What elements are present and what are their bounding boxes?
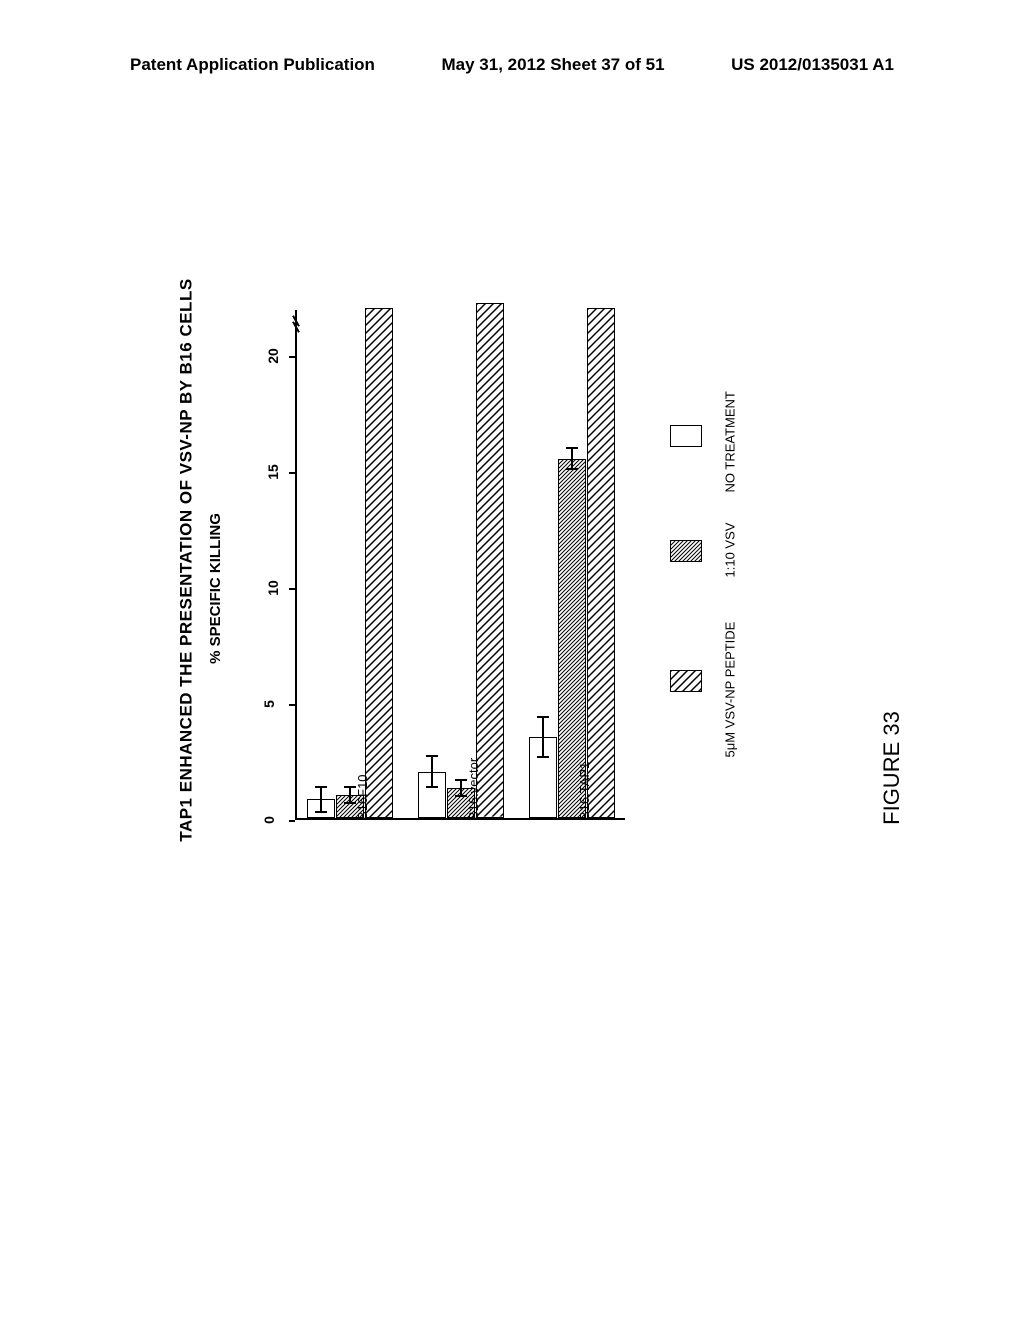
header-center: May 31, 2012 Sheet 37 of 51 — [442, 55, 665, 75]
y-tick — [289, 356, 295, 358]
bar — [365, 308, 393, 818]
chart-plot-area: 05101520 B16F10B16.vectorB16.TAP1 — [295, 310, 625, 820]
chart-title: TAP1 ENHANCED THE PRESENTATION OF VSV-NP… — [177, 278, 197, 841]
error-bar — [542, 716, 544, 758]
y-tick-label: 20 — [265, 349, 281, 365]
y-tick-label: 10 — [265, 580, 281, 596]
figure-label: FIGURE 33 — [879, 711, 905, 825]
y-axis — [295, 310, 297, 820]
bar — [476, 303, 504, 818]
x-tick-label: B16F10 — [355, 774, 370, 820]
legend-swatch-vsv — [670, 540, 702, 562]
legend-label-vsv: 1:10 VSV — [723, 523, 738, 578]
error-bar — [431, 755, 433, 787]
legend-label-notreatment: NO TREATMENT — [723, 391, 738, 492]
y-tick-label: 0 — [261, 816, 277, 824]
y-tick-label: 15 — [265, 464, 281, 480]
bar — [587, 308, 615, 818]
x-tick-label: B16.TAP1 — [577, 762, 592, 820]
error-bar — [571, 447, 573, 470]
header-row: Patent Application Publication May 31, 2… — [0, 55, 1024, 75]
error-bar — [320, 786, 322, 814]
error-bar — [460, 779, 462, 798]
legend-label-peptide: 5μM VSV-NP PEPTIDE — [723, 622, 738, 758]
header-left: Patent Application Publication — [130, 55, 375, 75]
legend-swatch-peptide — [670, 670, 702, 692]
error-bar — [349, 786, 351, 805]
y-tick — [289, 704, 295, 706]
y-tick — [289, 820, 295, 822]
y-tick — [289, 588, 295, 590]
header-right: US 2012/0135031 A1 — [731, 55, 894, 75]
x-tick-label: B16.vector — [466, 758, 481, 820]
y-tick-label: 5 — [261, 700, 277, 708]
y-tick — [289, 472, 295, 474]
legend-swatch-notreatment — [670, 425, 702, 447]
y-axis-label: % SPECIFIC KILLING — [207, 513, 224, 664]
